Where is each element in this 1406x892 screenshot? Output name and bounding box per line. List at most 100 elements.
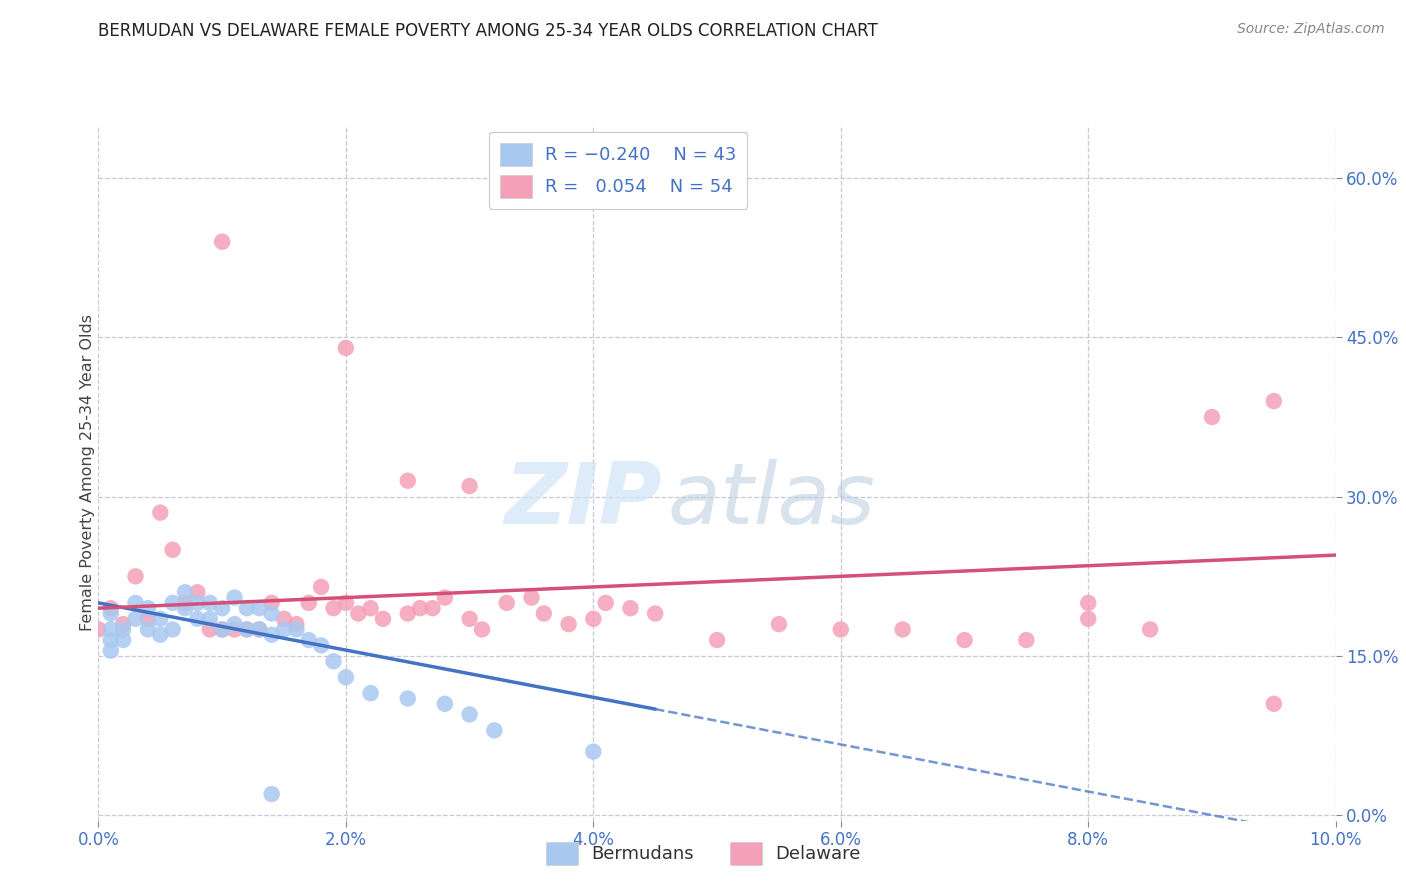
Point	[112, 617, 135, 632]
Point	[619, 601, 641, 615]
Point	[520, 591, 543, 605]
Point	[162, 623, 184, 637]
Point	[236, 623, 259, 637]
Point	[582, 745, 605, 759]
Point	[533, 607, 555, 621]
Point	[198, 596, 221, 610]
Point	[557, 617, 579, 632]
Legend: Bermudans, Delaware: Bermudans, Delaware	[537, 833, 869, 874]
Point	[1201, 409, 1223, 424]
Legend: R = −0.240    N = 43, R =   0.054    N = 54: R = −0.240 N = 43, R = 0.054 N = 54	[489, 132, 747, 209]
Point	[335, 341, 357, 355]
Point	[136, 612, 159, 626]
Point	[595, 596, 617, 610]
Point	[236, 623, 259, 637]
Point	[149, 506, 172, 520]
Point	[706, 633, 728, 648]
Point	[224, 617, 246, 632]
Point	[471, 623, 494, 637]
Point	[1077, 596, 1099, 610]
Point	[422, 601, 444, 615]
Text: atlas: atlas	[668, 459, 876, 542]
Point	[409, 601, 432, 615]
Point	[360, 686, 382, 700]
Point	[396, 474, 419, 488]
Point	[1077, 612, 1099, 626]
Point	[211, 623, 233, 637]
Point	[396, 607, 419, 621]
Point	[458, 612, 481, 626]
Point	[309, 580, 332, 594]
Point	[458, 479, 481, 493]
Point	[124, 596, 146, 610]
Point	[186, 585, 208, 599]
Point	[236, 601, 259, 615]
Point	[224, 623, 246, 637]
Point	[174, 601, 197, 615]
Point	[224, 591, 246, 605]
Point	[174, 596, 197, 610]
Point	[1263, 394, 1285, 409]
Point	[298, 596, 321, 610]
Text: ZIP: ZIP	[503, 459, 661, 542]
Point	[260, 787, 283, 801]
Point	[186, 596, 208, 610]
Point	[433, 697, 456, 711]
Point	[582, 612, 605, 626]
Point	[768, 617, 790, 632]
Point	[198, 623, 221, 637]
Point	[100, 623, 122, 637]
Point	[285, 617, 308, 632]
Point	[260, 596, 283, 610]
Point	[273, 612, 295, 626]
Point	[149, 628, 172, 642]
Point	[100, 633, 122, 648]
Point	[186, 612, 208, 626]
Point	[198, 612, 221, 626]
Point	[347, 607, 370, 621]
Point	[1139, 623, 1161, 637]
Point	[174, 585, 197, 599]
Point	[211, 623, 233, 637]
Text: Source: ZipAtlas.com: Source: ZipAtlas.com	[1237, 22, 1385, 37]
Point	[322, 601, 344, 615]
Text: BERMUDAN VS DELAWARE FEMALE POVERTY AMONG 25-34 YEAR OLDS CORRELATION CHART: BERMUDAN VS DELAWARE FEMALE POVERTY AMON…	[98, 22, 879, 40]
Point	[112, 633, 135, 648]
Point	[87, 623, 110, 637]
Point	[260, 628, 283, 642]
Point	[433, 591, 456, 605]
Point	[335, 670, 357, 684]
Point	[644, 607, 666, 621]
Point	[100, 607, 122, 621]
Point	[100, 643, 122, 657]
Point	[112, 623, 135, 637]
Point	[1015, 633, 1038, 648]
Point	[458, 707, 481, 722]
Point	[371, 612, 394, 626]
Point	[953, 633, 976, 648]
Y-axis label: Female Poverty Among 25-34 Year Olds: Female Poverty Among 25-34 Year Olds	[80, 314, 94, 632]
Point	[100, 601, 122, 615]
Point	[124, 569, 146, 583]
Point	[247, 623, 270, 637]
Point	[484, 723, 506, 738]
Point	[360, 601, 382, 615]
Point	[247, 623, 270, 637]
Point	[211, 601, 233, 615]
Point	[273, 623, 295, 637]
Point	[830, 623, 852, 637]
Point	[162, 542, 184, 557]
Point	[335, 596, 357, 610]
Point	[136, 623, 159, 637]
Point	[309, 639, 332, 653]
Point	[891, 623, 914, 637]
Point	[149, 612, 172, 626]
Point	[1263, 697, 1285, 711]
Point	[136, 601, 159, 615]
Point	[495, 596, 517, 610]
Point	[247, 601, 270, 615]
Point	[285, 623, 308, 637]
Point	[322, 654, 344, 668]
Point	[260, 607, 283, 621]
Point	[211, 235, 233, 249]
